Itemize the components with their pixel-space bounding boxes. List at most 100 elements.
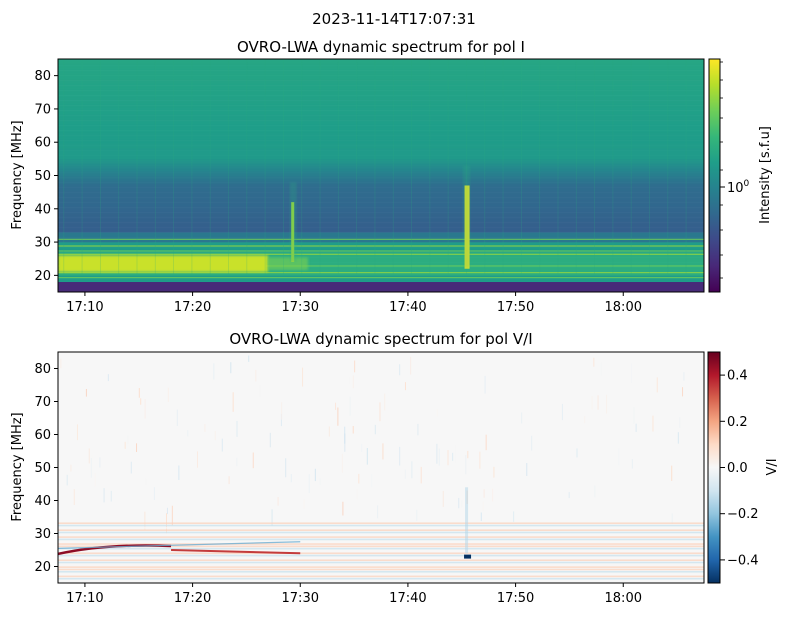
speckle (584, 416, 586, 424)
vertical-striation (612, 59, 614, 274)
speckle (484, 375, 486, 394)
speckle (178, 465, 180, 480)
speckle (683, 372, 685, 381)
speckle (110, 490, 112, 502)
burst-halo (463, 165, 471, 269)
speckle (411, 461, 413, 479)
speckle (493, 466, 495, 478)
heatmap-row (58, 252, 704, 255)
speckle (127, 435, 129, 445)
y-tick-label: 40 (34, 494, 51, 509)
heatmap-row (58, 258, 704, 261)
vertical-striation (630, 59, 632, 274)
speckle (88, 448, 90, 464)
rfi-floor (58, 282, 704, 292)
speckle (342, 501, 344, 516)
colorbar-tick-label: 0.0 (727, 461, 748, 476)
heatmap-row (58, 127, 704, 130)
heatmap-row (58, 190, 704, 193)
speckle (442, 490, 444, 507)
heatmap-row (58, 113, 704, 116)
vertical-striation (447, 59, 449, 274)
speckle (482, 501, 484, 511)
x-tick-label: 17:20 (174, 591, 211, 606)
heatmap-row (58, 168, 704, 171)
vertical-striation (118, 59, 120, 274)
speckle (671, 513, 673, 524)
speckle (58, 436, 60, 443)
speckle (399, 446, 401, 466)
heatmap-row (58, 267, 704, 269)
speckle (458, 497, 460, 509)
heatmap-row (58, 165, 704, 168)
x-tick-label: 18:00 (605, 591, 642, 606)
heatmap-row (58, 192, 704, 195)
vertical-striation (191, 59, 193, 274)
speckle (348, 376, 350, 385)
band-noise (58, 559, 704, 562)
heatmap-row (58, 118, 704, 121)
burst-halo (289, 182, 297, 263)
heatmap-row (58, 92, 704, 95)
speckle (252, 452, 254, 469)
speckle (328, 426, 330, 437)
colorbar-axis: 100 (720, 61, 750, 279)
heatmap-row (58, 278, 704, 281)
speckle (404, 469, 406, 479)
band-noise (58, 533, 704, 536)
heatmap-row (58, 173, 704, 176)
heatmap-row (58, 167, 704, 170)
heatmap-row (58, 85, 704, 88)
heatmap-row (58, 210, 704, 213)
vertical-striation (484, 59, 486, 274)
speckle (356, 488, 358, 500)
speckle (479, 451, 481, 469)
band-noise (58, 566, 704, 568)
heatmap-row (58, 107, 704, 110)
heatmap-row (58, 150, 704, 153)
heatmap-row (58, 273, 704, 276)
heatmap-row (58, 247, 704, 250)
speckle (271, 509, 273, 526)
heatmap-row (58, 182, 704, 185)
speckle (436, 443, 438, 464)
speckle (631, 459, 633, 469)
speckle (145, 478, 147, 486)
heatmap-row (58, 62, 704, 65)
heatmap-row (58, 145, 704, 148)
colorbar-tick-label: 0.2 (727, 415, 748, 430)
speckle (576, 448, 578, 458)
y-tick-label: 80 (34, 69, 51, 84)
colorbar-tick-label: 0.4 (727, 369, 748, 384)
speckle (417, 423, 419, 436)
heatmap-row (58, 147, 704, 150)
speckle (352, 426, 354, 434)
speckle (652, 415, 654, 432)
speckle (452, 452, 454, 461)
speckle (597, 395, 599, 410)
speckle (187, 430, 189, 437)
speckle (461, 500, 463, 508)
heatmap-row (58, 175, 704, 178)
y-tick-label: 80 (34, 362, 51, 377)
heatmap-row (58, 128, 704, 131)
polarized-drift (58, 541, 301, 549)
band-noise (58, 561, 704, 564)
heatmap-row (58, 158, 704, 161)
heatmap-row (58, 68, 704, 71)
heatmap-row (58, 70, 704, 73)
heatmap-row (58, 263, 704, 266)
y-tick-label: 20 (34, 560, 51, 575)
heatmap-row (58, 95, 704, 98)
heatmap-row (58, 242, 704, 245)
y-tick-label: 60 (34, 428, 51, 443)
band-noise (58, 529, 704, 531)
x-tick-label: 17:50 (497, 300, 534, 315)
x-tick-label: 17:40 (389, 591, 426, 606)
speckle (285, 458, 287, 478)
band-noise (58, 564, 704, 566)
speckle (302, 367, 304, 387)
heatmap-row (58, 193, 704, 196)
speckle (438, 448, 440, 466)
